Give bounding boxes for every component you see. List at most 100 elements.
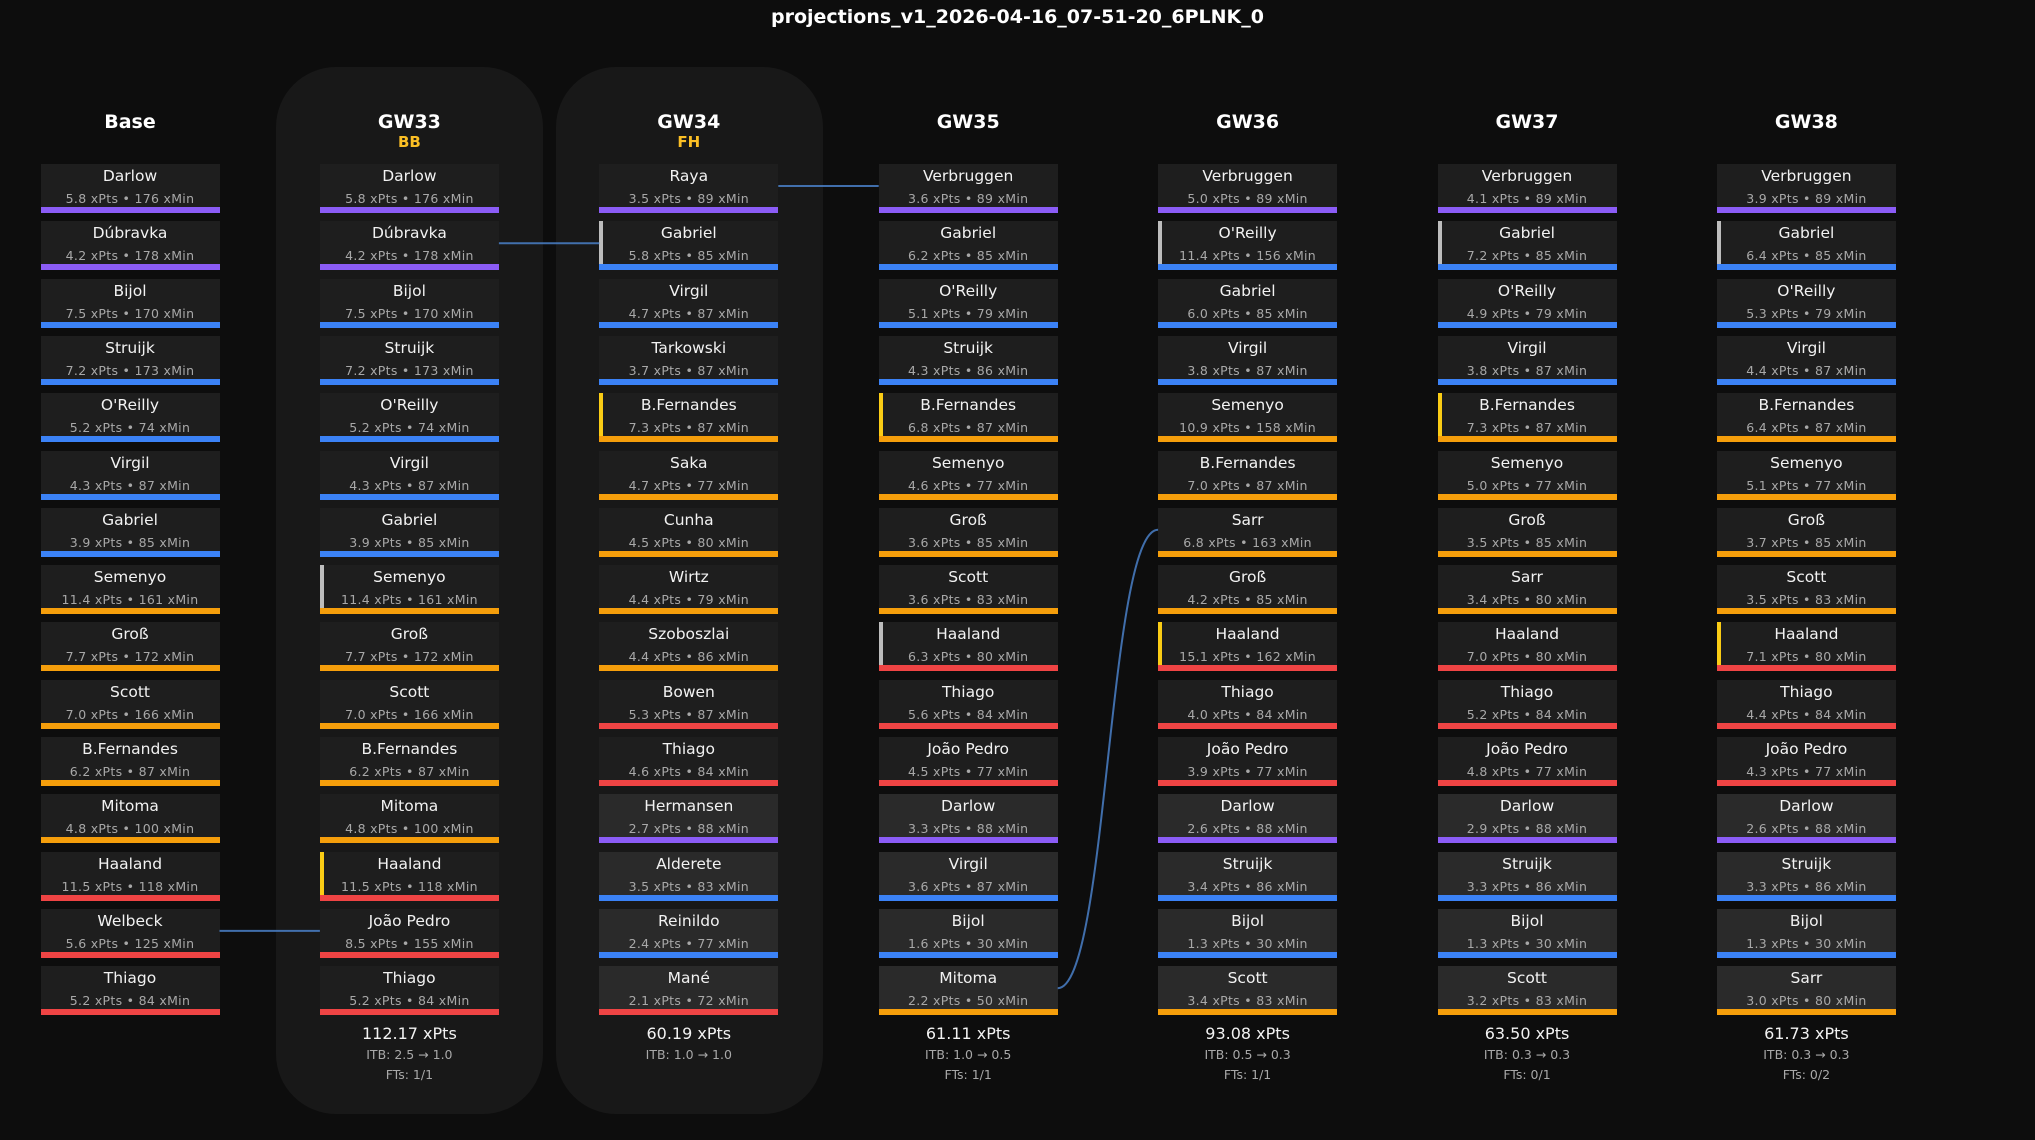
player-card[interactable]: Struijk 7.2 xPts • 173 xMin <box>319 335 499 385</box>
player-card[interactable]: Groß 3.7 xPts • 85 xMin <box>1716 507 1896 557</box>
player-card[interactable]: Gabriel 6.0 xPts • 85 xMin <box>1158 278 1338 328</box>
player-card[interactable]: Mitoma 2.2 xPts • 50 xMin <box>878 966 1058 1016</box>
player-card[interactable]: B.Fernandes 6.2 xPts • 87 xMin <box>40 737 220 786</box>
player-card[interactable]: Scott 3.2 xPts • 83 xMin <box>1437 966 1617 1016</box>
player-card[interactable]: João Pedro 8.5 xPts • 155 xMin <box>319 908 499 958</box>
player-card[interactable]: Verbruggen 3.6 xPts • 89 xMin <box>878 164 1058 213</box>
player-card[interactable]: Haaland 11.5 xPts • 118 xMin <box>319 851 499 901</box>
player-card[interactable]: Gabriel 3.9 xPts • 85 xMin <box>319 507 499 557</box>
player-card[interactable]: B.Fernandes 6.8 xPts • 87 xMin <box>878 393 1058 443</box>
player-card[interactable]: Darlow 2.6 xPts • 88 xMin <box>1158 794 1338 844</box>
player-card[interactable]: Thiago 5.2 xPts • 84 xMin <box>1437 679 1617 729</box>
player-card[interactable]: Sarr 3.0 xPts • 80 xMin <box>1716 966 1896 1016</box>
player-card[interactable]: Tarkowski 3.7 xPts • 87 xMin <box>599 335 779 385</box>
player-card[interactable]: Virgil 3.6 xPts • 87 xMin <box>878 851 1058 901</box>
player-card[interactable]: Groß 4.2 xPts • 85 xMin <box>1158 565 1338 615</box>
player-card[interactable]: Mitoma 4.8 xPts • 100 xMin <box>40 794 220 844</box>
player-card[interactable]: B.Fernandes 7.0 xPts • 87 xMin <box>1158 450 1338 500</box>
player-card[interactable]: Darlow 3.3 xPts • 88 xMin <box>878 794 1058 844</box>
player-card[interactable]: Sarr 6.8 xPts • 163 xMin <box>1158 507 1338 557</box>
player-card[interactable]: Alderete 3.5 xPts • 83 xMin <box>599 851 779 901</box>
player-card[interactable]: Verbruggen 4.1 xPts • 89 xMin <box>1437 164 1617 213</box>
player-card[interactable]: Semenyo 5.0 xPts • 77 xMin <box>1437 450 1617 500</box>
player-card[interactable]: Haaland 7.1 xPts • 80 xMin <box>1716 622 1896 672</box>
player-card[interactable]: Gabriel 3.9 xPts • 85 xMin <box>40 507 220 557</box>
player-card[interactable]: Gabriel 7.2 xPts • 85 xMin <box>1437 221 1617 271</box>
player-card[interactable]: Bijol 1.3 xPts • 30 xMin <box>1158 908 1338 958</box>
player-card[interactable]: Thiago 4.6 xPts • 84 xMin <box>599 737 779 786</box>
player-card[interactable]: Semenyo 11.4 xPts • 161 xMin <box>40 565 220 615</box>
player-card[interactable]: Struijk 3.3 xPts • 86 xMin <box>1716 851 1896 901</box>
player-card[interactable]: Darlow 2.6 xPts • 88 xMin <box>1716 794 1896 844</box>
player-card[interactable]: Groß 7.7 xPts • 172 xMin <box>319 622 499 672</box>
player-card[interactable]: Thiago 4.0 xPts • 84 xMin <box>1158 679 1338 729</box>
player-card[interactable]: João Pedro 4.3 xPts • 77 xMin <box>1716 737 1896 786</box>
player-card[interactable]: Welbeck 5.6 xPts • 125 xMin <box>40 908 220 958</box>
player-card[interactable]: Scott 3.5 xPts • 83 xMin <box>1716 565 1896 615</box>
player-card[interactable]: Hermansen 2.7 xPts • 88 xMin <box>599 794 779 844</box>
player-card[interactable]: Bijol 7.5 xPts • 170 xMin <box>40 278 220 328</box>
player-card[interactable]: Gabriel 6.4 xPts • 85 xMin <box>1716 221 1896 271</box>
player-card[interactable]: Bijol 1.3 xPts • 30 xMin <box>1716 908 1896 958</box>
player-card[interactable]: Struijk 7.2 xPts • 173 xMin <box>40 335 220 385</box>
player-card[interactable]: Reinildo 2.4 xPts • 77 xMin <box>599 908 779 958</box>
player-card[interactable]: Scott 7.0 xPts • 166 xMin <box>40 679 220 729</box>
player-card[interactable]: Bijol 1.6 xPts • 30 xMin <box>878 908 1058 958</box>
player-card[interactable]: B.Fernandes 6.4 xPts • 87 xMin <box>1716 393 1896 443</box>
player-card[interactable]: Groß 3.5 xPts • 85 xMin <box>1437 507 1617 557</box>
player-card[interactable]: Cunha 4.5 xPts • 80 xMin <box>599 507 779 557</box>
player-card[interactable]: Sarr 3.4 xPts • 80 xMin <box>1437 565 1617 615</box>
player-card[interactable]: Semenyo 10.9 xPts • 158 xMin <box>1158 393 1338 443</box>
player-card[interactable]: Gabriel 5.8 xPts • 85 xMin <box>599 221 779 271</box>
player-card[interactable]: Saka 4.7 xPts • 77 xMin <box>599 450 779 500</box>
player-card[interactable]: Dúbravka 4.2 xPts • 178 xMin <box>319 221 499 271</box>
player-card[interactable]: Darlow 2.9 xPts • 88 xMin <box>1437 794 1617 844</box>
player-card[interactable]: B.Fernandes 7.3 xPts • 87 xMin <box>599 393 779 443</box>
player-card[interactable]: Haaland 15.1 xPts • 162 xMin <box>1158 622 1338 672</box>
player-card[interactable]: Haaland 6.3 xPts • 80 xMin <box>878 622 1058 672</box>
player-card[interactable]: João Pedro 3.9 xPts • 77 xMin <box>1158 737 1338 786</box>
player-card[interactable]: Thiago 4.4 xPts • 84 xMin <box>1716 679 1896 729</box>
player-card[interactable]: Haaland 11.5 xPts • 118 xMin <box>40 851 220 901</box>
player-card[interactable]: Mitoma 4.8 xPts • 100 xMin <box>319 794 499 844</box>
player-card[interactable]: Scott 3.6 xPts • 83 xMin <box>878 565 1058 615</box>
player-card[interactable]: Darlow 5.8 xPts • 176 xMin <box>319 164 499 213</box>
player-card[interactable]: Raya 3.5 xPts • 89 xMin <box>599 164 779 213</box>
player-card[interactable]: Semenyo 4.6 xPts • 77 xMin <box>878 450 1058 500</box>
player-card[interactable]: Szoboszlai 4.4 xPts • 86 xMin <box>599 622 779 672</box>
player-card[interactable]: Darlow 5.8 xPts • 176 xMin <box>40 164 220 213</box>
player-card[interactable]: Dúbravka 4.2 xPts • 178 xMin <box>40 221 220 271</box>
player-card[interactable]: Semenyo 5.1 xPts • 77 xMin <box>1716 450 1896 500</box>
player-card[interactable]: Thiago 5.2 xPts • 84 xMin <box>40 966 220 1016</box>
player-card[interactable]: O'Reilly 5.2 xPts • 74 xMin <box>319 393 499 443</box>
player-card[interactable]: O'Reilly 11.4 xPts • 156 xMin <box>1158 221 1338 271</box>
player-card[interactable]: Verbruggen 5.0 xPts • 89 xMin <box>1158 164 1338 213</box>
player-card[interactable]: Virgil 3.8 xPts • 87 xMin <box>1437 335 1617 385</box>
player-card[interactable]: Struijk 3.4 xPts • 86 xMin <box>1158 851 1338 901</box>
player-card[interactable]: B.Fernandes 7.3 xPts • 87 xMin <box>1437 393 1617 443</box>
player-card[interactable]: João Pedro 4.5 xPts • 77 xMin <box>878 737 1058 786</box>
player-card[interactable]: Virgil 4.4 xPts • 87 xMin <box>1716 335 1896 385</box>
player-card[interactable]: Semenyo 11.4 xPts • 161 xMin <box>319 565 499 615</box>
player-card[interactable]: Thiago 5.6 xPts • 84 xMin <box>878 679 1058 729</box>
player-card[interactable]: Bijol 7.5 xPts • 170 xMin <box>319 278 499 328</box>
player-card[interactable]: Groß 3.6 xPts • 85 xMin <box>878 507 1058 557</box>
player-card[interactable]: Groß 7.7 xPts • 172 xMin <box>40 622 220 672</box>
player-card[interactable]: Mané 2.1 xPts • 72 xMin <box>599 966 779 1016</box>
player-card[interactable]: O'Reilly 5.2 xPts • 74 xMin <box>40 393 220 443</box>
player-card[interactable]: Thiago 5.2 xPts • 84 xMin <box>319 966 499 1016</box>
player-card[interactable]: Haaland 7.0 xPts • 80 xMin <box>1437 622 1617 672</box>
player-card[interactable]: Scott 3.4 xPts • 83 xMin <box>1158 966 1338 1016</box>
player-card[interactable]: João Pedro 4.8 xPts • 77 xMin <box>1437 737 1617 786</box>
player-card[interactable]: O'Reilly 4.9 xPts • 79 xMin <box>1437 278 1617 328</box>
player-card[interactable]: Gabriel 6.2 xPts • 85 xMin <box>878 221 1058 271</box>
player-card[interactable]: Bijol 1.3 xPts • 30 xMin <box>1437 908 1617 958</box>
player-card[interactable]: Wirtz 4.4 xPts • 79 xMin <box>599 565 779 615</box>
player-card[interactable]: O'Reilly 5.1 xPts • 79 xMin <box>878 278 1058 328</box>
player-card[interactable]: Struijk 4.3 xPts • 86 xMin <box>878 335 1058 385</box>
player-card[interactable]: B.Fernandes 6.2 xPts • 87 xMin <box>319 737 499 786</box>
player-card[interactable]: Virgil 4.3 xPts • 87 xMin <box>319 450 499 500</box>
player-card[interactable]: Virgil 4.7 xPts • 87 xMin <box>599 278 779 328</box>
player-card[interactable]: Verbruggen 3.9 xPts • 89 xMin <box>1716 164 1896 213</box>
player-card[interactable]: Virgil 4.3 xPts • 87 xMin <box>40 450 220 500</box>
